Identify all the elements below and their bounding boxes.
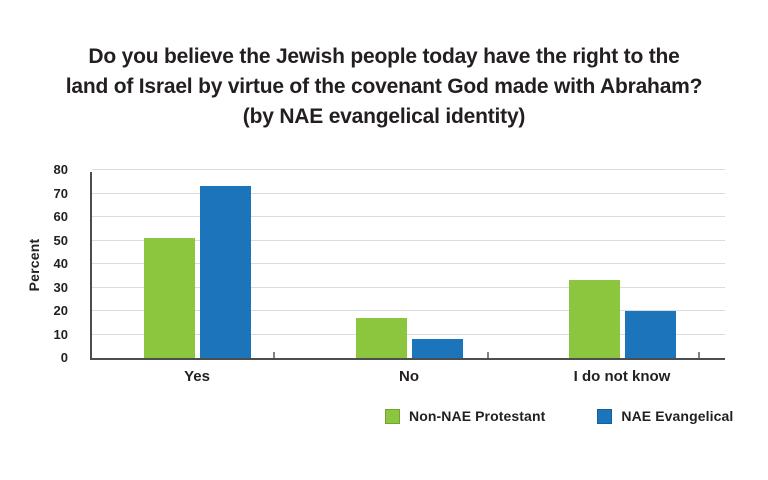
chart-title: Do you believe the Jewish people today h… (0, 42, 768, 132)
gridline-80 (92, 169, 725, 170)
x-tick-label-yes: Yes (184, 368, 210, 385)
y-tick-label-60: 60 (53, 209, 68, 224)
legend-swatch-green-icon (385, 408, 400, 424)
legend-label-nae-evangelical: NAE Evangelical (621, 408, 734, 424)
bar-group-no (355, 318, 463, 358)
x-axis-boundary-tick-2 (487, 352, 489, 358)
gridline-20 (92, 310, 725, 311)
chart-title-line-3: (by NAE evangelical identity) (242, 105, 526, 128)
x-axis-boundary-tick-1 (273, 352, 275, 358)
gridline-50 (92, 239, 725, 241)
y-tick-label-0: 0 (60, 350, 68, 365)
chart-title-line-2: land of Israel by virtue of the covenant… (65, 75, 703, 98)
y-tick-label-50: 50 (53, 232, 68, 248)
plot-area: Percent 0 10 20 30 40 50 60 70 80 Yes No I do not k… (26, 162, 725, 385)
bar-yes-nae-evangelical (199, 186, 251, 358)
y-tick-label-10: 10 (53, 326, 68, 342)
bar-i-do-not-know-non-nae-protestant (568, 280, 620, 358)
gridline-40 (92, 263, 725, 264)
y-tick-label-20: 20 (53, 303, 68, 318)
legend-swatch-blue-icon (597, 408, 613, 424)
x-tick-label-no: No (399, 368, 419, 385)
legend-label-non-nae-protestant: Non-NAE Protestant (409, 408, 546, 424)
gridline-60 (92, 216, 725, 217)
legend-item-nae-evangelical: NAE Evangelical (597, 408, 733, 424)
chart-title-line-1: Do you believe the Jewish people today h… (88, 45, 680, 68)
x-axis-boundary-tick-3 (698, 352, 700, 358)
legend: Non-NAE Protestant NAE Evangelical (385, 408, 733, 424)
bar-yes-non-nae-protestant (143, 238, 195, 358)
x-tick-label-i-do-not-know: I do not know (573, 368, 671, 385)
gridline-70 (92, 192, 725, 194)
y-tick-label-80: 80 (53, 162, 68, 177)
bar-group-yes (143, 186, 251, 358)
gridline-30 (92, 286, 725, 288)
y-tick-label-40: 40 (53, 256, 68, 271)
bar-group-i-do-not-know (568, 280, 676, 358)
bar-no-non-nae-protestant (355, 318, 407, 358)
legend-item-non-nae-protestant: Non-NAE Protestant (385, 408, 545, 424)
y-tick-label-30: 30 (53, 279, 68, 295)
bar-no-nae-evangelical (411, 339, 463, 358)
gridline-10 (92, 333, 725, 335)
bar-i-do-not-know-nae-evangelical (624, 311, 676, 358)
y-tick-label-70: 70 (53, 185, 68, 201)
